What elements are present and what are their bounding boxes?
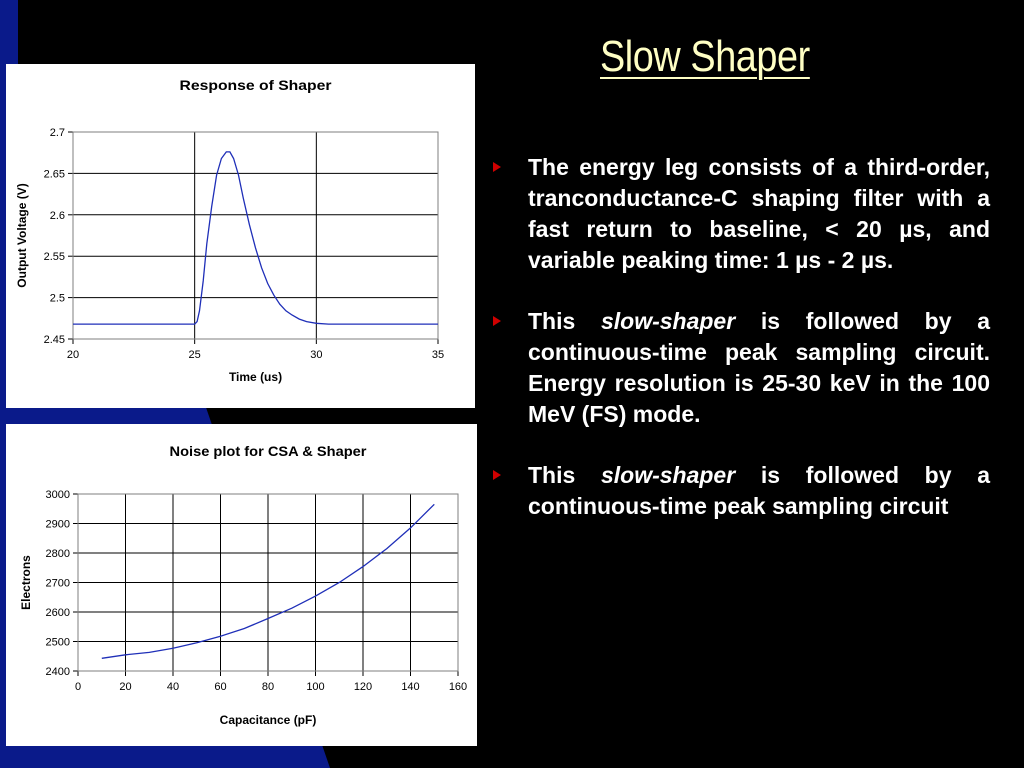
series-line-1 bbox=[101, 503, 435, 659]
y-tick-label: 2900 bbox=[46, 519, 70, 531]
y-tick-label: 2.5 bbox=[50, 293, 65, 305]
y-tick-label: 2.45 bbox=[44, 334, 65, 346]
x-tick-label: 100 bbox=[306, 681, 324, 693]
bullet-item-1: The energy leg consists of a third-order… bbox=[493, 152, 990, 276]
bullet-item-2: This slow-shaper is followed by a contin… bbox=[493, 306, 990, 430]
y-tick-label: 2800 bbox=[46, 548, 70, 560]
bullet-marker-icon bbox=[493, 316, 501, 326]
bullet-3-text-a: This bbox=[528, 462, 601, 488]
x-tick-label: 140 bbox=[401, 681, 419, 693]
plot-area-border bbox=[77, 493, 459, 672]
y-axis-label: Electrons bbox=[19, 555, 33, 610]
y-tick-label: 2.6 bbox=[50, 210, 65, 222]
chart-title: Noise plot for CSA & Shaper bbox=[170, 443, 368, 459]
x-tick-label: 25 bbox=[189, 349, 201, 361]
bullet-2-text-b: is followed by a continuous-time peak sa… bbox=[528, 308, 990, 427]
bullet-1-text: The energy leg consists of a third-order… bbox=[528, 154, 990, 273]
bullet-item-3: This slow-shaper is followed by a contin… bbox=[493, 460, 990, 522]
slide-title: Slow Shaper bbox=[600, 32, 810, 81]
shaper-response-chart-panel: Response of Shaper 2.45 2.5 2.55 2.6 2.65 2.7 2… bbox=[6, 64, 475, 408]
bullet-2-text-a: This bbox=[528, 308, 601, 334]
x-tick-label: 0 bbox=[75, 681, 81, 693]
x-tick-label: 120 bbox=[354, 681, 372, 693]
x-axis-label: Capacitance (pF) bbox=[220, 713, 317, 727]
y-tick-label: 2.55 bbox=[44, 251, 65, 263]
bullet-list: The energy leg consists of a third-order… bbox=[493, 152, 990, 552]
x-tick-label: 20 bbox=[119, 681, 131, 693]
y-tick-label: 2.7 bbox=[50, 127, 65, 139]
y-tick-label: 2400 bbox=[46, 666, 70, 678]
y-axis-label: Output Voltage (V) bbox=[15, 183, 29, 287]
x-tick-label: 60 bbox=[214, 681, 226, 693]
bullet-marker-icon bbox=[493, 162, 501, 172]
y-tick-label: 2.65 bbox=[44, 168, 65, 180]
x-tick-label: 30 bbox=[310, 349, 322, 361]
bullet-marker-icon bbox=[493, 470, 501, 480]
bullet-3-emphasis: slow-shaper bbox=[600, 462, 736, 488]
x-axis-label: Time (us) bbox=[229, 370, 282, 384]
series-line-1 bbox=[73, 151, 438, 325]
y-tick-label: 2500 bbox=[46, 637, 70, 649]
noise-plot-chart: Noise plot for CSA & Shaper 2400 2500 2600 2… bbox=[19, 443, 467, 727]
plot-area-border bbox=[72, 131, 439, 340]
y-tick-label: 3000 bbox=[46, 489, 70, 501]
x-tick-label: 80 bbox=[262, 681, 274, 693]
bullet-2-emphasis: slow-shaper bbox=[600, 308, 736, 334]
shaper-response-chart: Response of Shaper 2.45 2.5 2.55 2.6 2.65 2.7 2… bbox=[15, 77, 444, 384]
noise-plot-chart-panel: Noise plot for CSA & Shaper 2400 2500 2600 2… bbox=[6, 424, 477, 746]
x-tick-label: 160 bbox=[449, 681, 467, 693]
y-tick-label: 2600 bbox=[46, 607, 70, 619]
x-tick-label: 35 bbox=[432, 349, 444, 361]
bullet-3-text-b: is followed by a continuous-time peak sa… bbox=[528, 462, 990, 519]
x-tick-label: 20 bbox=[67, 349, 79, 361]
x-tick-label: 40 bbox=[167, 681, 179, 693]
chart-title: Response of Shaper bbox=[180, 77, 333, 93]
y-tick-label: 2700 bbox=[46, 578, 70, 590]
